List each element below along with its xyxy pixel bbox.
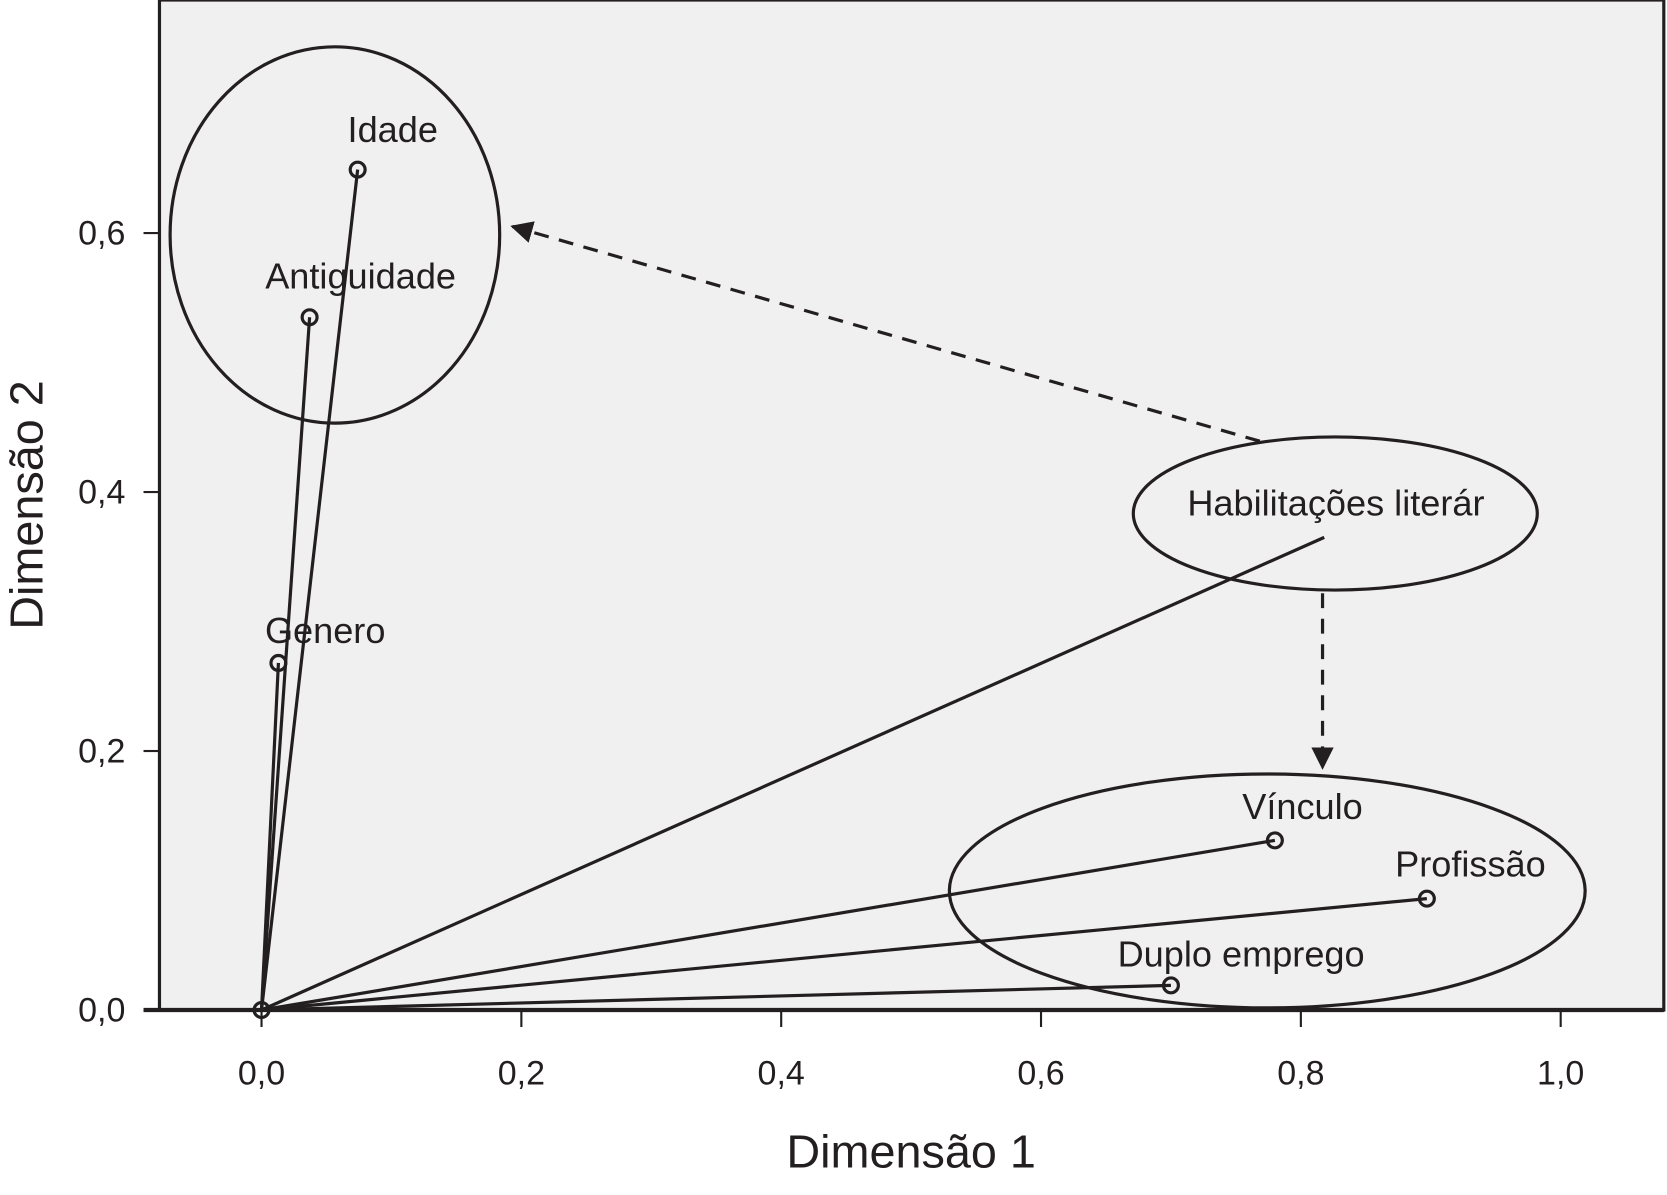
vector-genero xyxy=(259,662,281,1011)
vector-habilita-es-liter-r xyxy=(260,535,1325,1012)
dashed-arrow-to-top-group xyxy=(510,221,1261,443)
point-marker-idade xyxy=(348,160,367,179)
y-tick-label: 0,2 xyxy=(78,733,125,771)
point-label-v-nculo: Vínculo xyxy=(1242,786,1363,827)
ellipse-idade-antiguidade xyxy=(168,45,502,425)
x-tick-label: 0,8 xyxy=(1277,1054,1324,1092)
ellipse-habilitacoes xyxy=(1131,435,1539,592)
point-label-profiss-o: Profissão xyxy=(1395,843,1546,884)
y-tick-label: 0,4 xyxy=(78,474,125,512)
point-marker-antiguidade xyxy=(300,308,319,327)
x-axis-title: Dimensão 1 xyxy=(786,1125,1036,1177)
vector-profiss-o xyxy=(261,897,1428,1012)
point-marker-v-nculo xyxy=(1265,831,1284,850)
point-marker-genero xyxy=(269,653,288,673)
point-label-duplo-emprego: Duplo emprego xyxy=(1118,933,1365,974)
point-marker-profiss-o xyxy=(1417,889,1436,908)
x-tick-label: 0,4 xyxy=(758,1054,805,1092)
vector-idade xyxy=(259,169,360,1011)
point-label-genero: Genero xyxy=(265,610,385,651)
x-tick-label: 0,6 xyxy=(1017,1054,1064,1092)
x-tick-label: 0,2 xyxy=(498,1054,545,1092)
y-tick-label: 0,0 xyxy=(78,992,125,1030)
y-axis-title: Dimensão 2 xyxy=(1,380,53,630)
point-marker-duplo-emprego xyxy=(1161,976,1180,995)
vector-v-nculo xyxy=(261,838,1276,1012)
plot-area xyxy=(157,0,1666,1012)
x-tick-label: 0,0 xyxy=(238,1054,285,1092)
vector-duplo-emprego xyxy=(261,983,1171,1012)
group-ellipses xyxy=(168,45,1587,1010)
point-label-antiguidade: Antiguidade xyxy=(265,256,456,297)
point-label-idade: Idade xyxy=(348,109,438,150)
point-label-habilita-es-liter-r: Habilitações literár xyxy=(1187,483,1484,524)
y-tick-label: 0,6 xyxy=(78,215,125,253)
x-tick-label: 1,0 xyxy=(1537,1054,1584,1092)
